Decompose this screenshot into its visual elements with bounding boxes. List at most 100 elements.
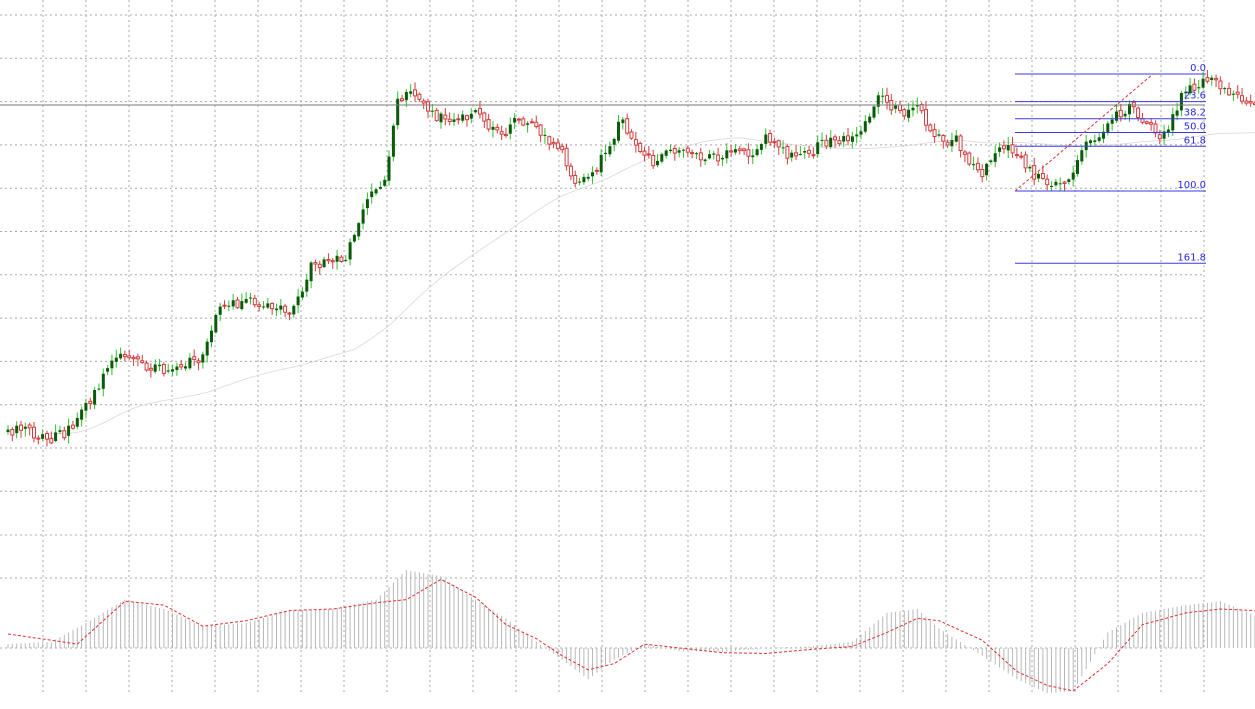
candle-bearish xyxy=(962,150,967,163)
candle-bullish xyxy=(582,173,586,185)
candle-bearish xyxy=(88,397,93,410)
candle-body xyxy=(210,330,213,343)
candle-bearish xyxy=(975,157,980,173)
candle-bearish xyxy=(27,422,32,436)
candle-body xyxy=(898,104,902,111)
candle-body xyxy=(551,141,556,145)
candle-bullish xyxy=(1171,107,1175,136)
candle-body xyxy=(911,107,915,111)
candle-bullish xyxy=(985,162,989,181)
candle-bullish xyxy=(1054,178,1058,187)
candle-bullish xyxy=(1166,125,1170,138)
candle-bearish xyxy=(564,143,569,171)
candle-body xyxy=(894,105,898,109)
candle-body xyxy=(434,109,439,121)
candle-body xyxy=(1253,102,1255,105)
candle-body xyxy=(1054,181,1058,186)
candle-body xyxy=(816,142,820,155)
grid xyxy=(0,0,1205,695)
candle-bullish xyxy=(591,166,594,184)
candle-bearish xyxy=(919,102,924,114)
candle-body xyxy=(1097,137,1101,141)
candle-bullish xyxy=(469,108,473,124)
candle-bearish xyxy=(140,354,145,364)
candle-body xyxy=(716,154,721,162)
candle-bearish xyxy=(36,435,41,445)
candle-bearish xyxy=(179,359,184,370)
candle-bearish xyxy=(794,145,799,160)
candle-body xyxy=(161,364,166,374)
candle-body xyxy=(122,354,127,358)
candle-bullish xyxy=(1106,121,1110,136)
candle-body xyxy=(1006,145,1010,151)
candle-bullish xyxy=(708,149,711,160)
candle-body xyxy=(1023,154,1028,169)
candle-body xyxy=(950,140,954,147)
fibonacci-retracement[interactable]: 0.0 23.6 38.2 50.0 61.8 100.0 161.8 xyxy=(1014,63,1206,264)
candle-bearish xyxy=(885,87,889,110)
candle-body xyxy=(759,144,763,150)
candle-bearish xyxy=(551,137,556,149)
candle-bullish xyxy=(798,146,802,156)
candle-body xyxy=(1010,144,1015,154)
candle-bearish xyxy=(1045,174,1050,191)
candle-body xyxy=(1089,140,1092,144)
candle-body xyxy=(538,124,543,136)
candle-bullish xyxy=(1184,86,1188,100)
candle-body xyxy=(166,370,170,372)
candle-body xyxy=(1201,78,1205,88)
fib-trend-line[interactable] xyxy=(1014,73,1154,192)
candle-bullish xyxy=(1201,71,1205,90)
candle-body xyxy=(937,134,941,136)
candle-body xyxy=(97,388,101,390)
candle-bearish xyxy=(148,363,153,378)
candle-bullish xyxy=(759,142,763,155)
candle-body xyxy=(672,148,677,154)
candle-bullish xyxy=(348,238,352,266)
candle-bullish xyxy=(84,398,88,419)
candle-body xyxy=(690,152,695,155)
candle-bullish xyxy=(751,148,755,164)
candle-bearish xyxy=(638,141,643,154)
candlesticks xyxy=(6,70,1255,447)
candle-bullish xyxy=(184,362,187,371)
candle-bullish xyxy=(1197,79,1201,94)
candle-body xyxy=(846,135,850,142)
candle-body xyxy=(712,153,716,155)
candle-bearish xyxy=(772,137,777,149)
candle-bullish xyxy=(93,386,97,409)
candle-bearish xyxy=(521,116,526,127)
candle-bearish xyxy=(811,147,816,159)
candle-body xyxy=(283,305,288,313)
candle-bearish xyxy=(287,311,292,321)
candle-bearish xyxy=(690,149,695,159)
candle-bullish xyxy=(357,222,361,241)
candle-body xyxy=(1040,173,1045,179)
candle-body xyxy=(872,106,876,118)
candle-bearish xyxy=(516,117,521,124)
candle-bearish xyxy=(1010,137,1015,158)
candle-bullish xyxy=(1071,165,1075,187)
candle-bearish xyxy=(1032,157,1037,186)
candle-body xyxy=(776,140,781,148)
candle-bearish xyxy=(1205,70,1210,84)
candle-bullish xyxy=(300,286,304,300)
candle-bullish xyxy=(1188,77,1192,96)
candle-body xyxy=(1205,77,1210,82)
candle-bearish xyxy=(889,93,894,115)
fib-level-label: 61.8 xyxy=(1184,135,1206,146)
candle-body xyxy=(287,312,292,315)
candle-bearish xyxy=(456,114,461,125)
candle-body xyxy=(296,296,300,306)
candle-bearish xyxy=(698,147,703,167)
candle-bullish xyxy=(166,363,170,374)
candle-bullish xyxy=(907,102,911,123)
candle-bearish xyxy=(447,112,452,126)
candle-bullish xyxy=(75,412,79,430)
fib-level-label: 161.8 xyxy=(1177,252,1206,263)
candle-body xyxy=(915,105,919,107)
candle-bearish xyxy=(283,303,288,318)
candle-body xyxy=(127,355,132,359)
